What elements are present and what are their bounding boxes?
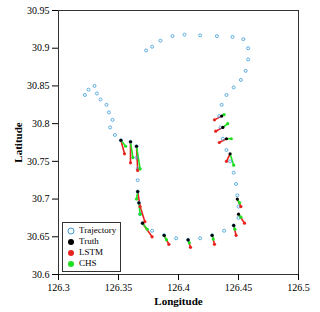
html-text:CHS: CHS (79, 258, 97, 268)
svg-text:126.4: 126.4 (167, 282, 190, 293)
svg-text:30.95: 30.95 (27, 5, 50, 16)
svg-text:30.8: 30.8 (32, 118, 50, 129)
svg-text:126.5: 126.5 (287, 282, 310, 293)
svg-text:126.45: 126.45 (225, 282, 253, 293)
svg-text:126.35: 126.35 (105, 282, 133, 293)
svg-text:30.9: 30.9 (32, 42, 50, 53)
svg-text:30.85: 30.85 (27, 80, 50, 91)
svg-text:30.6: 30.6 (32, 269, 50, 280)
svg-text:Longitude: Longitude (154, 295, 202, 307)
html-text:LSTM: LSTM (79, 247, 103, 257)
svg-text:30.7: 30.7 (32, 193, 50, 204)
html-text:Trajectory: Trajectory (79, 225, 117, 235)
svg-text:Latitude: Latitude (12, 122, 24, 162)
html-text:Truth: Truth (79, 236, 99, 246)
svg-text:30.65: 30.65 (27, 231, 50, 242)
svg-text:30.75: 30.75 (27, 156, 50, 167)
svg-text:126.3: 126.3 (47, 282, 70, 293)
